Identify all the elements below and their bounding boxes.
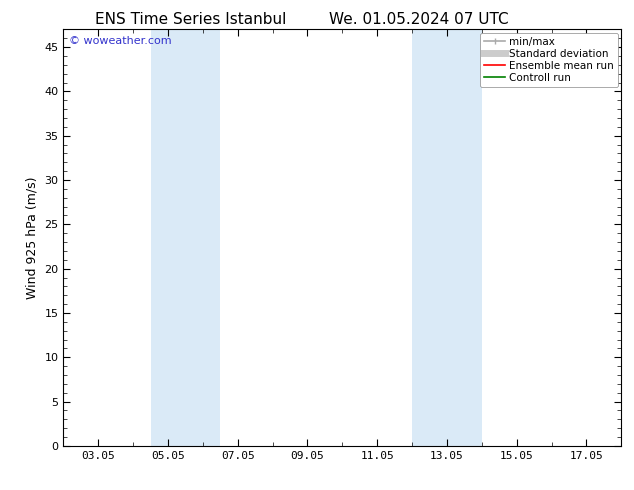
Bar: [150, 29, 221, 446]
Bar: [412, 29, 482, 446]
Text: ENS Time Series Istanbul: ENS Time Series Istanbul: [94, 12, 286, 27]
Text: We. 01.05.2024 07 UTC: We. 01.05.2024 07 UTC: [328, 12, 508, 27]
Text: © woweather.com: © woweather.com: [69, 36, 172, 46]
Y-axis label: Wind 925 hPa (m/s): Wind 925 hPa (m/s): [26, 176, 39, 299]
Legend: min/max, Standard deviation, Ensemble mean run, Controll run: min/max, Standard deviation, Ensemble me…: [480, 32, 618, 87]
